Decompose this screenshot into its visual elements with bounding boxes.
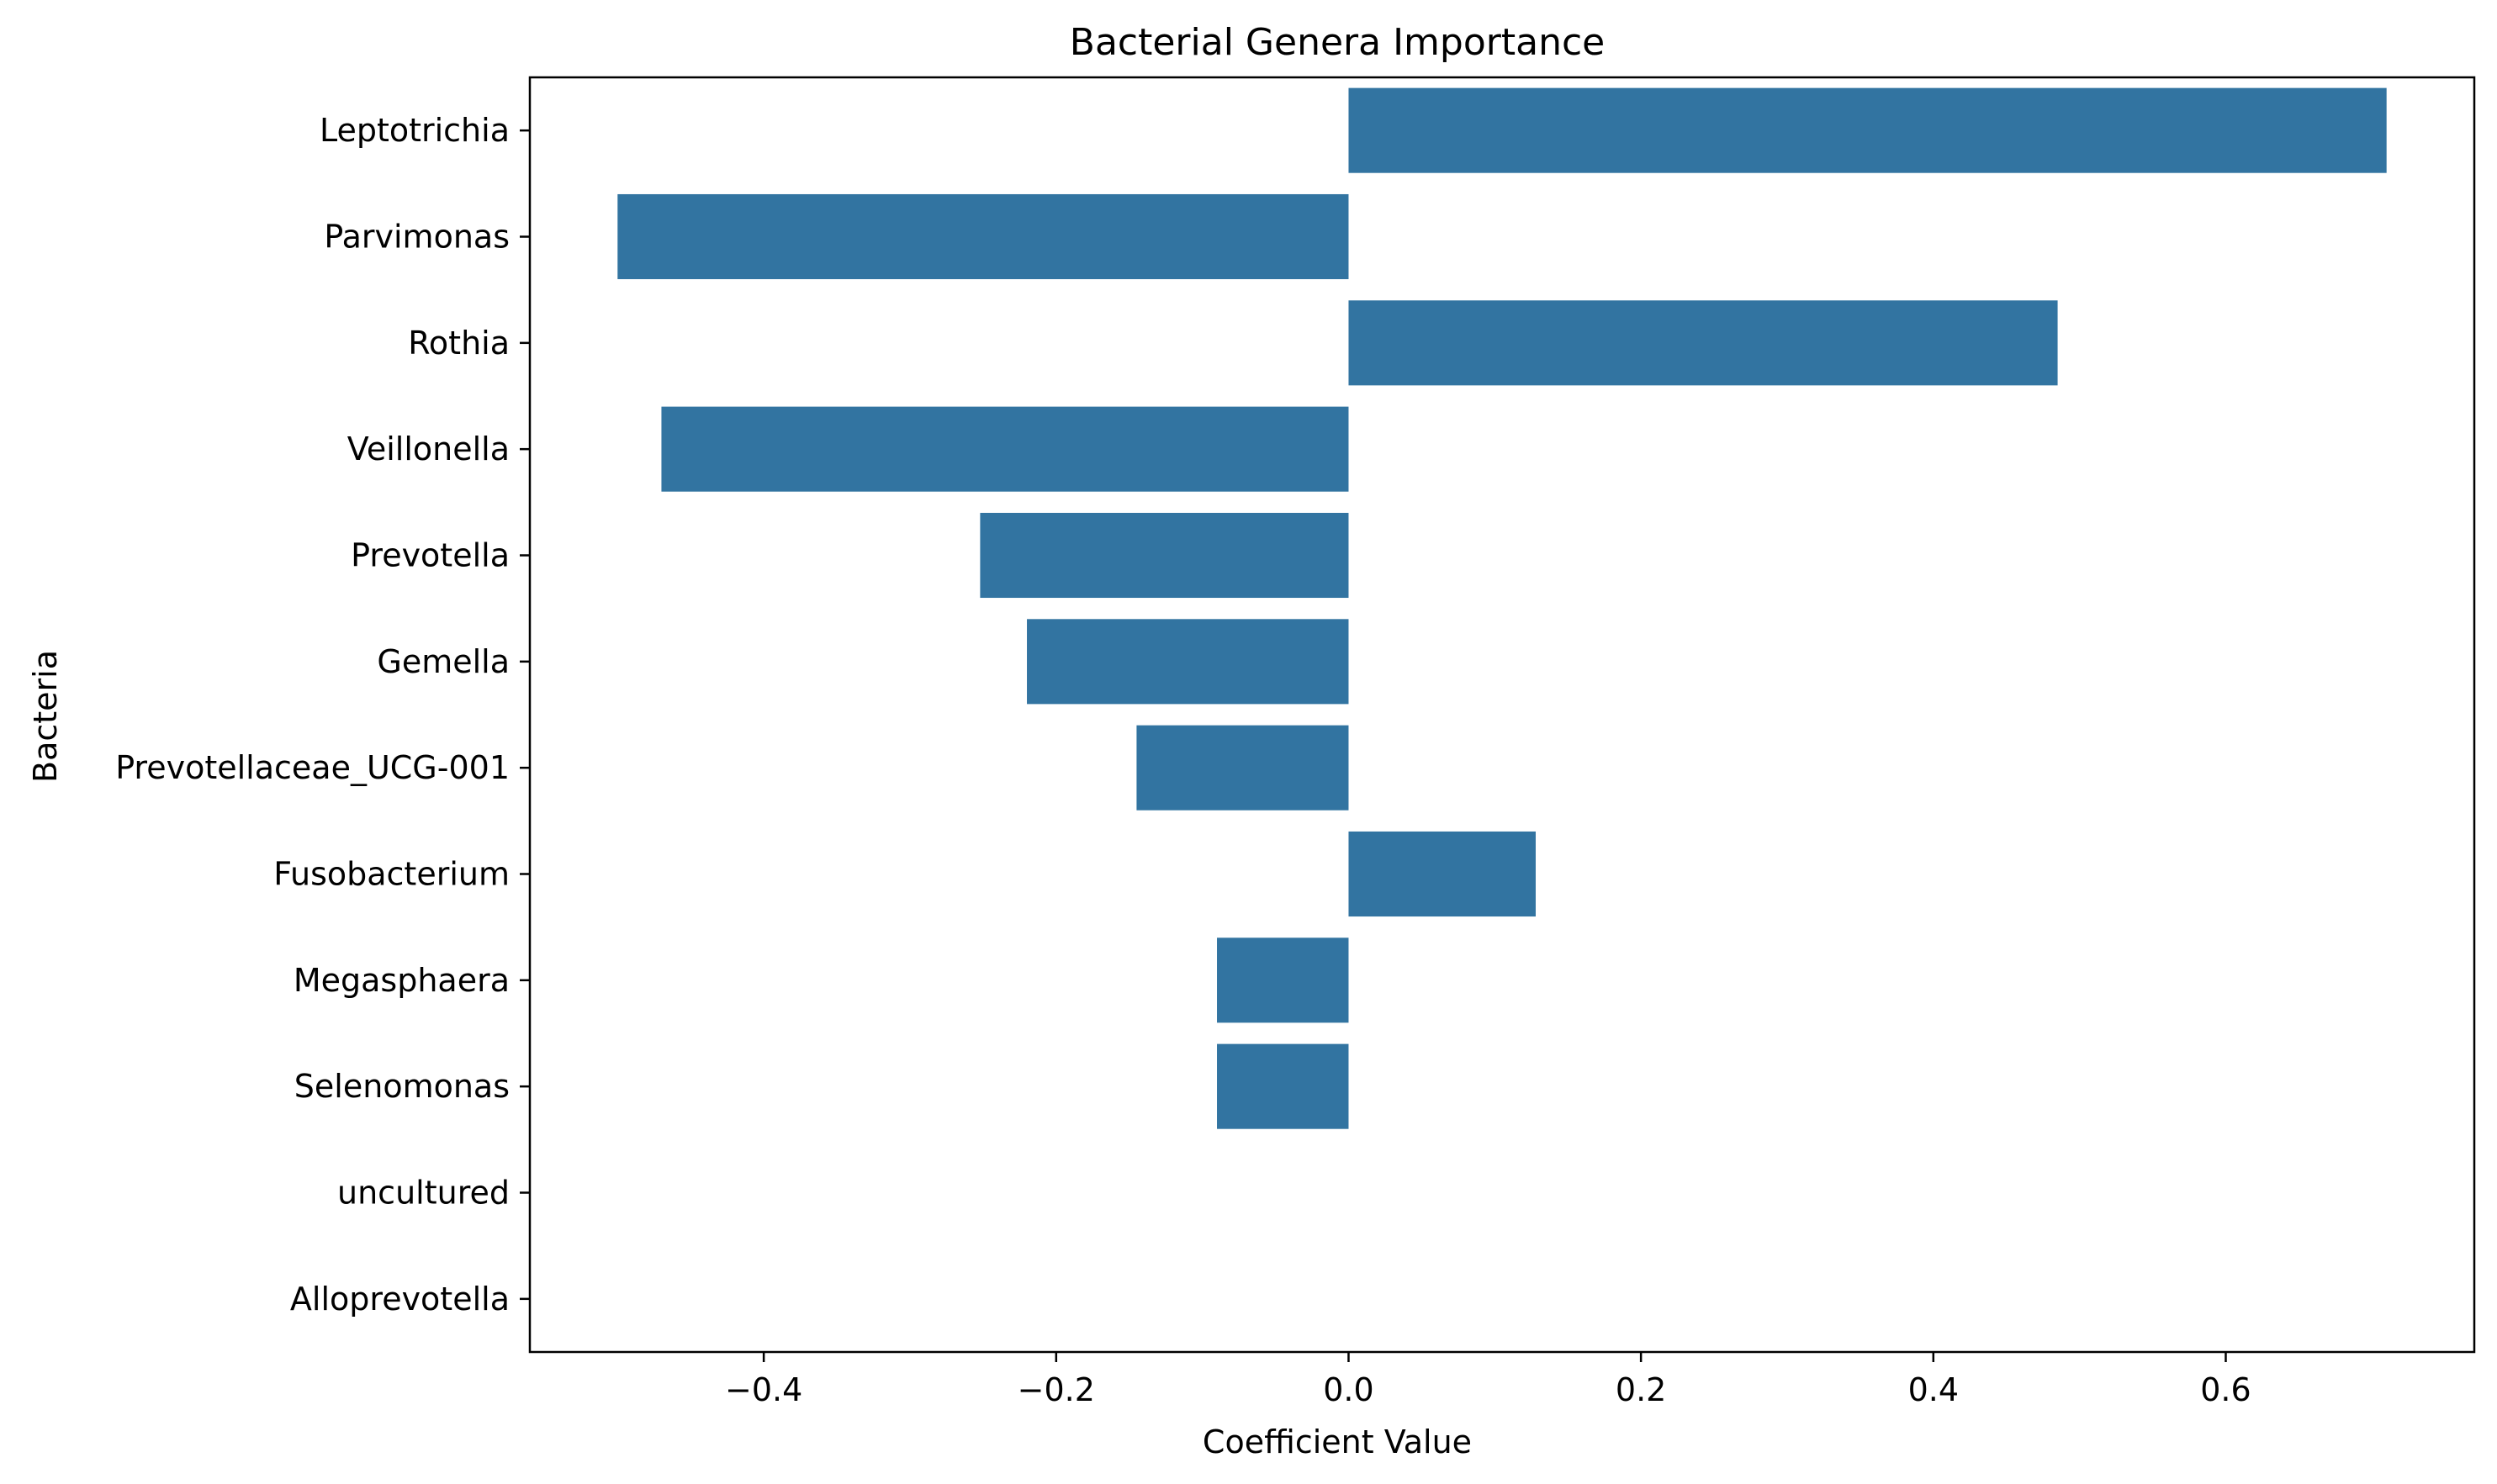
y-tick-label: Leptotrichia [320,112,510,149]
y-tick-label: Megasphaera [294,962,510,999]
x-tick-label: 0.4 [1908,1371,1959,1408]
x-tick-label: 0.0 [1323,1371,1373,1408]
x-tick-label: −0.2 [1018,1371,1095,1408]
bar-megasphaera [1217,937,1349,1023]
x-ticks-group: −0.4 −0.2 0.0 0.2 0.4 0.6 [725,1352,2251,1408]
bar-gemella [1027,619,1349,705]
y-tick-label: Prevotella [351,537,510,574]
bar-veillonella [661,406,1349,492]
y-ticks-group: Leptotrichia Parvimonas Rothia Veillonella P… [115,112,530,1318]
y-tick-label: Veillonella [347,430,510,467]
bar-leptotrichia [1348,87,2387,173]
chart-title: Bacterial Genera Importance [1070,21,1605,64]
bars-group [617,87,2387,1129]
bar-prevotellaceae-ucg-001 [1136,725,1349,811]
x-tick-label: 0.2 [1616,1371,1666,1408]
plot-frame [528,76,2476,1354]
y-tick-label: Rothia [408,325,510,362]
y-axis-label: Bacteria [27,650,64,783]
y-tick-label: Prevotellaceae_UCG-001 [115,749,510,786]
bar-rothia [1348,300,2058,386]
x-tick-label: −0.4 [725,1371,802,1408]
y-tick-label: Fusobacterium [273,856,510,893]
y-tick-label: uncultured [337,1175,510,1212]
x-tick-label: 0.6 [2200,1371,2251,1408]
y-tick-label: Alloprevotella [290,1281,510,1318]
bar-selenomonas [1217,1043,1349,1129]
y-tick-label: Selenomonas [294,1068,510,1105]
x-axis-label: Coefficient Value [1203,1423,1472,1460]
y-tick-label: Parvimonas [324,219,510,256]
bar-parvimonas [617,193,1349,280]
bar-fusobacterium [1348,831,1536,917]
bar-prevotella [980,512,1349,599]
y-tick-label: Gemella [377,643,510,680]
